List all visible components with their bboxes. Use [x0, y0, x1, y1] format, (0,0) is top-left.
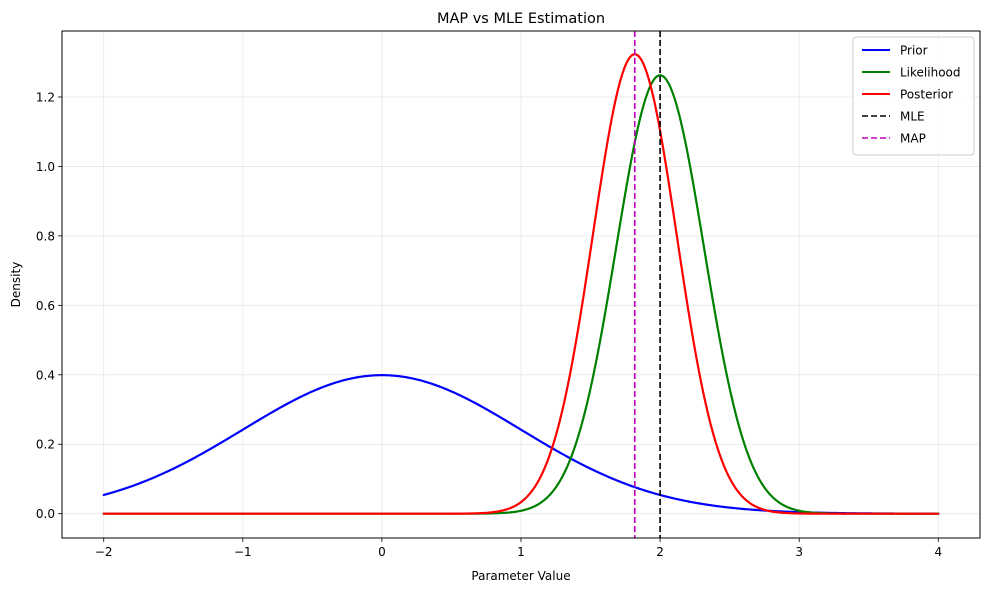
chart-title: MAP vs MLE Estimation [437, 11, 605, 27]
legend: Prior Likelihood Posterior MLE MAP [852, 36, 975, 156]
y-tick-label: 1.0 [36, 160, 55, 174]
legend-label-posterior: Posterior [900, 88, 953, 102]
x-axis-label: Parameter Value [471, 569, 570, 583]
series-layer [102, 53, 940, 515]
legend-label-likelihood: Likelihood [900, 66, 961, 80]
y-tick-label: 0.6 [36, 299, 55, 313]
x-tick-label: −2 [95, 545, 113, 559]
y-axis-label: Density [9, 262, 23, 308]
grid-lines [62, 31, 980, 538]
x-tick-label: 3 [795, 545, 803, 559]
series-line-posterior [102, 53, 940, 515]
legend-label-prior: Prior [900, 44, 928, 58]
y-tick-label: 0.0 [36, 507, 55, 521]
legend-label-map: MAP [900, 132, 926, 146]
y-tick-label: 1.2 [36, 90, 55, 104]
y-tick-label: 0.4 [36, 368, 55, 382]
x-tick-label: 1 [517, 545, 525, 559]
x-tick-label: 2 [656, 545, 664, 559]
y-tick-label: 0.2 [36, 438, 55, 452]
x-tick-label: 0 [378, 545, 386, 559]
y-tick-label: 0.8 [36, 229, 55, 243]
series-line-prior [102, 374, 940, 515]
legend-label-mle: MLE [900, 110, 925, 124]
axis-ticks: −2 −1 0 1 2 3 4 0.0 0.2 0.4 0.6 0.8 1.0 1.2 [36, 90, 942, 559]
x-tick-label: −1 [234, 545, 252, 559]
legend-box [852, 36, 975, 156]
x-tick-label: 4 [934, 545, 942, 559]
vertical-lines [633, 31, 661, 538]
